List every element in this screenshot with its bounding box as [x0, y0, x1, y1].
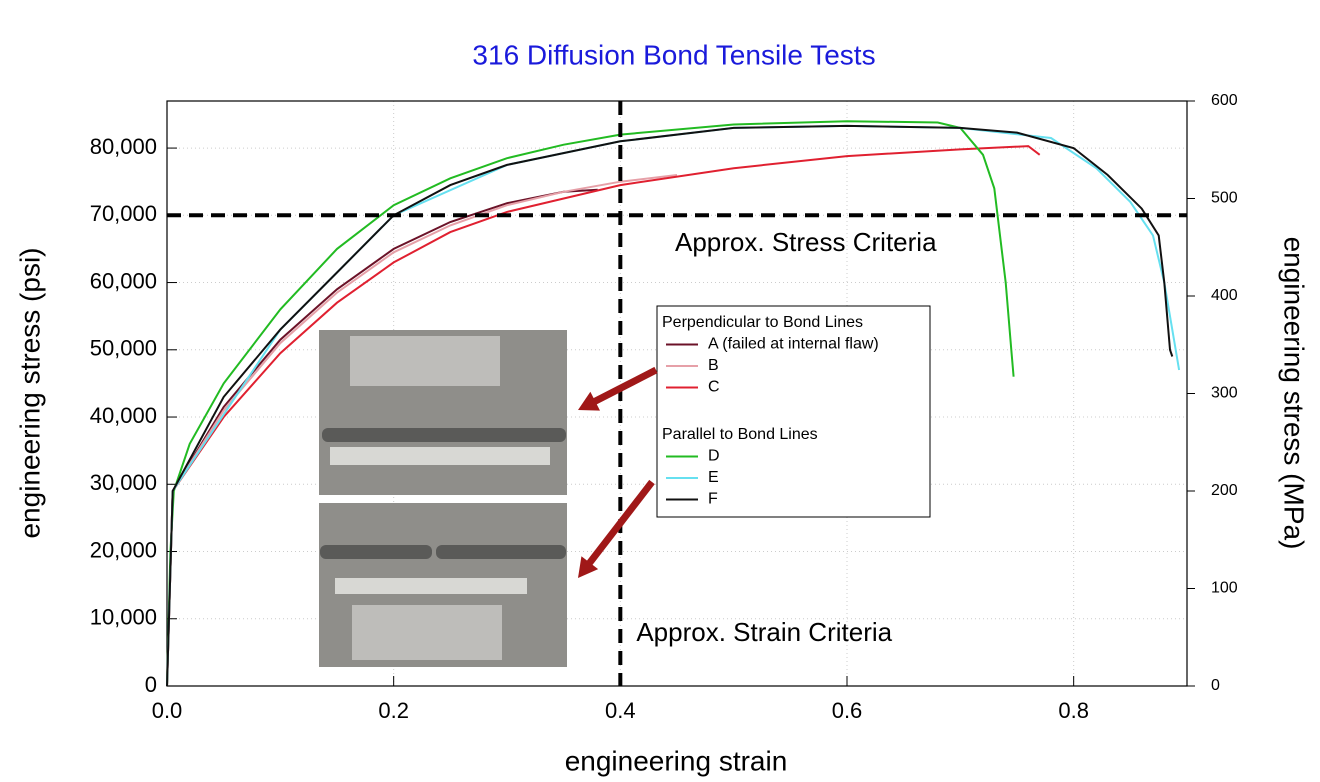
- x-tick-label: 0.8: [1058, 698, 1089, 723]
- arrow-head: [578, 391, 600, 411]
- y2-tick-label: 300: [1211, 385, 1238, 402]
- y-tick-label: 10,000: [90, 605, 157, 630]
- legend-label: F: [708, 491, 718, 508]
- y2-tick-label: 100: [1211, 580, 1238, 597]
- specimen-photos: [319, 330, 567, 667]
- y-tick-label: 70,000: [90, 201, 157, 226]
- legend-label: C: [708, 379, 720, 396]
- series-line: [166, 145, 1041, 687]
- chart-title: 316 Diffusion Bond Tensile Tests: [472, 39, 875, 70]
- legend-group-title: Parallel to Bond Lines: [662, 426, 818, 443]
- y-tick-label: 0: [145, 672, 157, 697]
- legend-label: D: [708, 448, 720, 465]
- y-tick-label: 50,000: [90, 336, 157, 361]
- specimen: [320, 545, 432, 559]
- bag: [350, 336, 500, 386]
- legend-label: A (failed at internal flaw): [708, 336, 879, 353]
- reference-label: Approx. Strain Criteria: [636, 617, 892, 647]
- legend-box: [656, 305, 931, 518]
- reference-label: Approx. Stress Criteria: [675, 227, 937, 257]
- y-tick-label: 80,000: [90, 134, 157, 159]
- bag: [352, 605, 502, 660]
- legend-group-title: Perpendicular to Bond Lines: [662, 314, 863, 331]
- y-tick-label: 60,000: [90, 268, 157, 293]
- arrow-shaft: [583, 479, 655, 570]
- arrow-head: [578, 556, 599, 578]
- ruler: [335, 578, 527, 594]
- y2-tick-label: 500: [1211, 190, 1238, 207]
- y2-tick-label: 0: [1211, 677, 1220, 694]
- y2-tick-label: 200: [1211, 482, 1238, 499]
- x-tick-label: 0.6: [832, 698, 863, 723]
- specimen: [436, 545, 566, 559]
- legend-label: E: [708, 469, 719, 486]
- y2-tick-label: 400: [1211, 287, 1238, 304]
- series-line: [166, 120, 1015, 687]
- y2-tick-label: 600: [1211, 92, 1238, 109]
- legend-label: B: [708, 357, 719, 374]
- y2-axis-label: engineering stress (MPa): [1279, 237, 1310, 550]
- ruler: [330, 447, 550, 465]
- specimen: [322, 428, 566, 442]
- x-axis-label: engineering strain: [565, 745, 788, 776]
- x-tick-label: 0.0: [152, 698, 183, 723]
- x-tick-label: 0.2: [378, 698, 409, 723]
- y-axis-label: engineering stress (psi): [14, 247, 45, 538]
- series-line: [166, 174, 678, 687]
- y-tick-label: 20,000: [90, 537, 157, 562]
- x-tick-label: 0.4: [605, 698, 636, 723]
- y-tick-label: 30,000: [90, 470, 157, 495]
- arrow-shaft: [588, 366, 658, 407]
- series-line: [166, 124, 1174, 687]
- plot-frame: [166, 100, 1188, 687]
- y-tick-label: 40,000: [90, 403, 157, 428]
